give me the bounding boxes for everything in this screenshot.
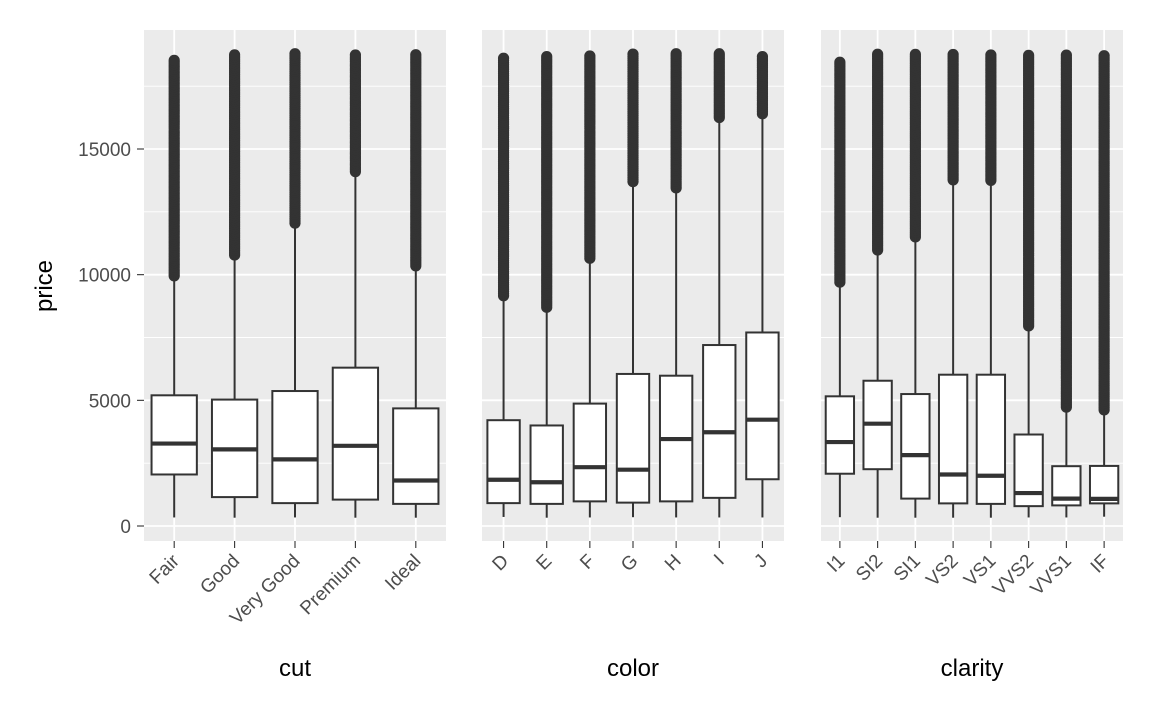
- box-vs1: [975, 49, 1007, 518]
- box-ideal: [392, 49, 440, 518]
- outlier-point: [229, 49, 241, 61]
- x-axis-title-cut: cut: [279, 655, 311, 682]
- outlier-point: [872, 48, 884, 60]
- x-tick-label: H: [661, 551, 686, 576]
- x-tick-label: VVS1: [1027, 551, 1076, 600]
- box-vvs2: [1013, 49, 1044, 518]
- outlier-point: [541, 50, 553, 63]
- box-si2: [862, 48, 893, 518]
- x-tick-label: SI1: [890, 551, 925, 586]
- outlier-point: [627, 48, 639, 60]
- box-body: [900, 393, 931, 500]
- box-body: [271, 390, 319, 505]
- box-body: [1013, 433, 1044, 508]
- outlier-point: [756, 51, 769, 63]
- outlier-point: [1098, 50, 1110, 62]
- x-tick-label: I1: [823, 551, 849, 577]
- box-if: [1088, 50, 1120, 517]
- x-tick-label: D: [489, 551, 514, 576]
- box-i: [702, 48, 737, 518]
- box-body: [486, 419, 521, 505]
- box-d: [486, 52, 521, 517]
- outlier-point: [947, 48, 959, 61]
- outlier-point: [168, 54, 180, 66]
- box-very-good: [271, 48, 319, 518]
- x-axis-title-clarity: clarity: [941, 655, 1004, 682]
- x-axis-title-color: color: [607, 655, 659, 682]
- x-tick-label: SI2: [852, 551, 887, 586]
- outlier-point: [497, 52, 510, 64]
- box-body: [392, 407, 440, 505]
- box-vs2: [937, 48, 969, 518]
- x-tick-label: VS2: [922, 551, 962, 591]
- box-good: [210, 49, 259, 518]
- outlier-point: [1023, 49, 1035, 61]
- box-body: [937, 373, 969, 505]
- outlier-point: [410, 49, 422, 61]
- x-tick-label: Ideal: [381, 551, 425, 595]
- outlier-point: [985, 49, 997, 61]
- y-tick-label: 5000: [89, 391, 131, 412]
- y-tick-label: 15000: [78, 140, 131, 161]
- box-vvs1: [1051, 49, 1082, 518]
- box-i1: [824, 56, 856, 518]
- outlier-point: [289, 48, 301, 60]
- box-body: [975, 373, 1007, 505]
- box-body: [702, 344, 737, 499]
- box-body: [529, 424, 564, 505]
- outlier-point: [909, 48, 921, 60]
- box-e: [529, 50, 564, 518]
- box-body: [824, 395, 856, 475]
- x-tick-label: IF: [1087, 551, 1114, 578]
- x-tick-label: Premium: [296, 551, 365, 620]
- box-g: [615, 48, 651, 518]
- x-tick-label: I: [710, 551, 729, 570]
- x-tick-label: Good: [196, 551, 244, 599]
- outlier-point: [349, 49, 361, 61]
- x-tick-label: J: [750, 551, 772, 573]
- box-f: [572, 50, 608, 518]
- y-axis: 0 5000 10000 15000: [78, 140, 144, 538]
- x-tick-label: E: [532, 551, 556, 575]
- x-tick-label: VVS2: [989, 551, 1038, 600]
- box-h: [658, 48, 694, 518]
- box-body: [745, 331, 780, 481]
- box-premium: [331, 49, 380, 518]
- box-body: [572, 402, 608, 503]
- y-axis-title: price: [31, 260, 58, 312]
- y-tick-label: 0: [120, 517, 131, 538]
- outlier-point: [713, 48, 725, 60]
- x-tick-label: Fair: [146, 550, 184, 588]
- outlier-point: [670, 48, 682, 60]
- box-body: [331, 366, 380, 501]
- box-si1: [900, 48, 931, 518]
- box-body: [150, 394, 198, 476]
- y-tick-label: 10000: [78, 266, 131, 287]
- box-fair: [150, 54, 198, 518]
- x-tick-label: G: [617, 551, 642, 576]
- outlier-point: [584, 50, 596, 62]
- x-tick-label: F: [576, 551, 599, 574]
- box-j: [745, 51, 780, 518]
- outlier-point: [834, 56, 846, 68]
- outlier-point: [1060, 49, 1072, 61]
- box-body: [615, 372, 651, 504]
